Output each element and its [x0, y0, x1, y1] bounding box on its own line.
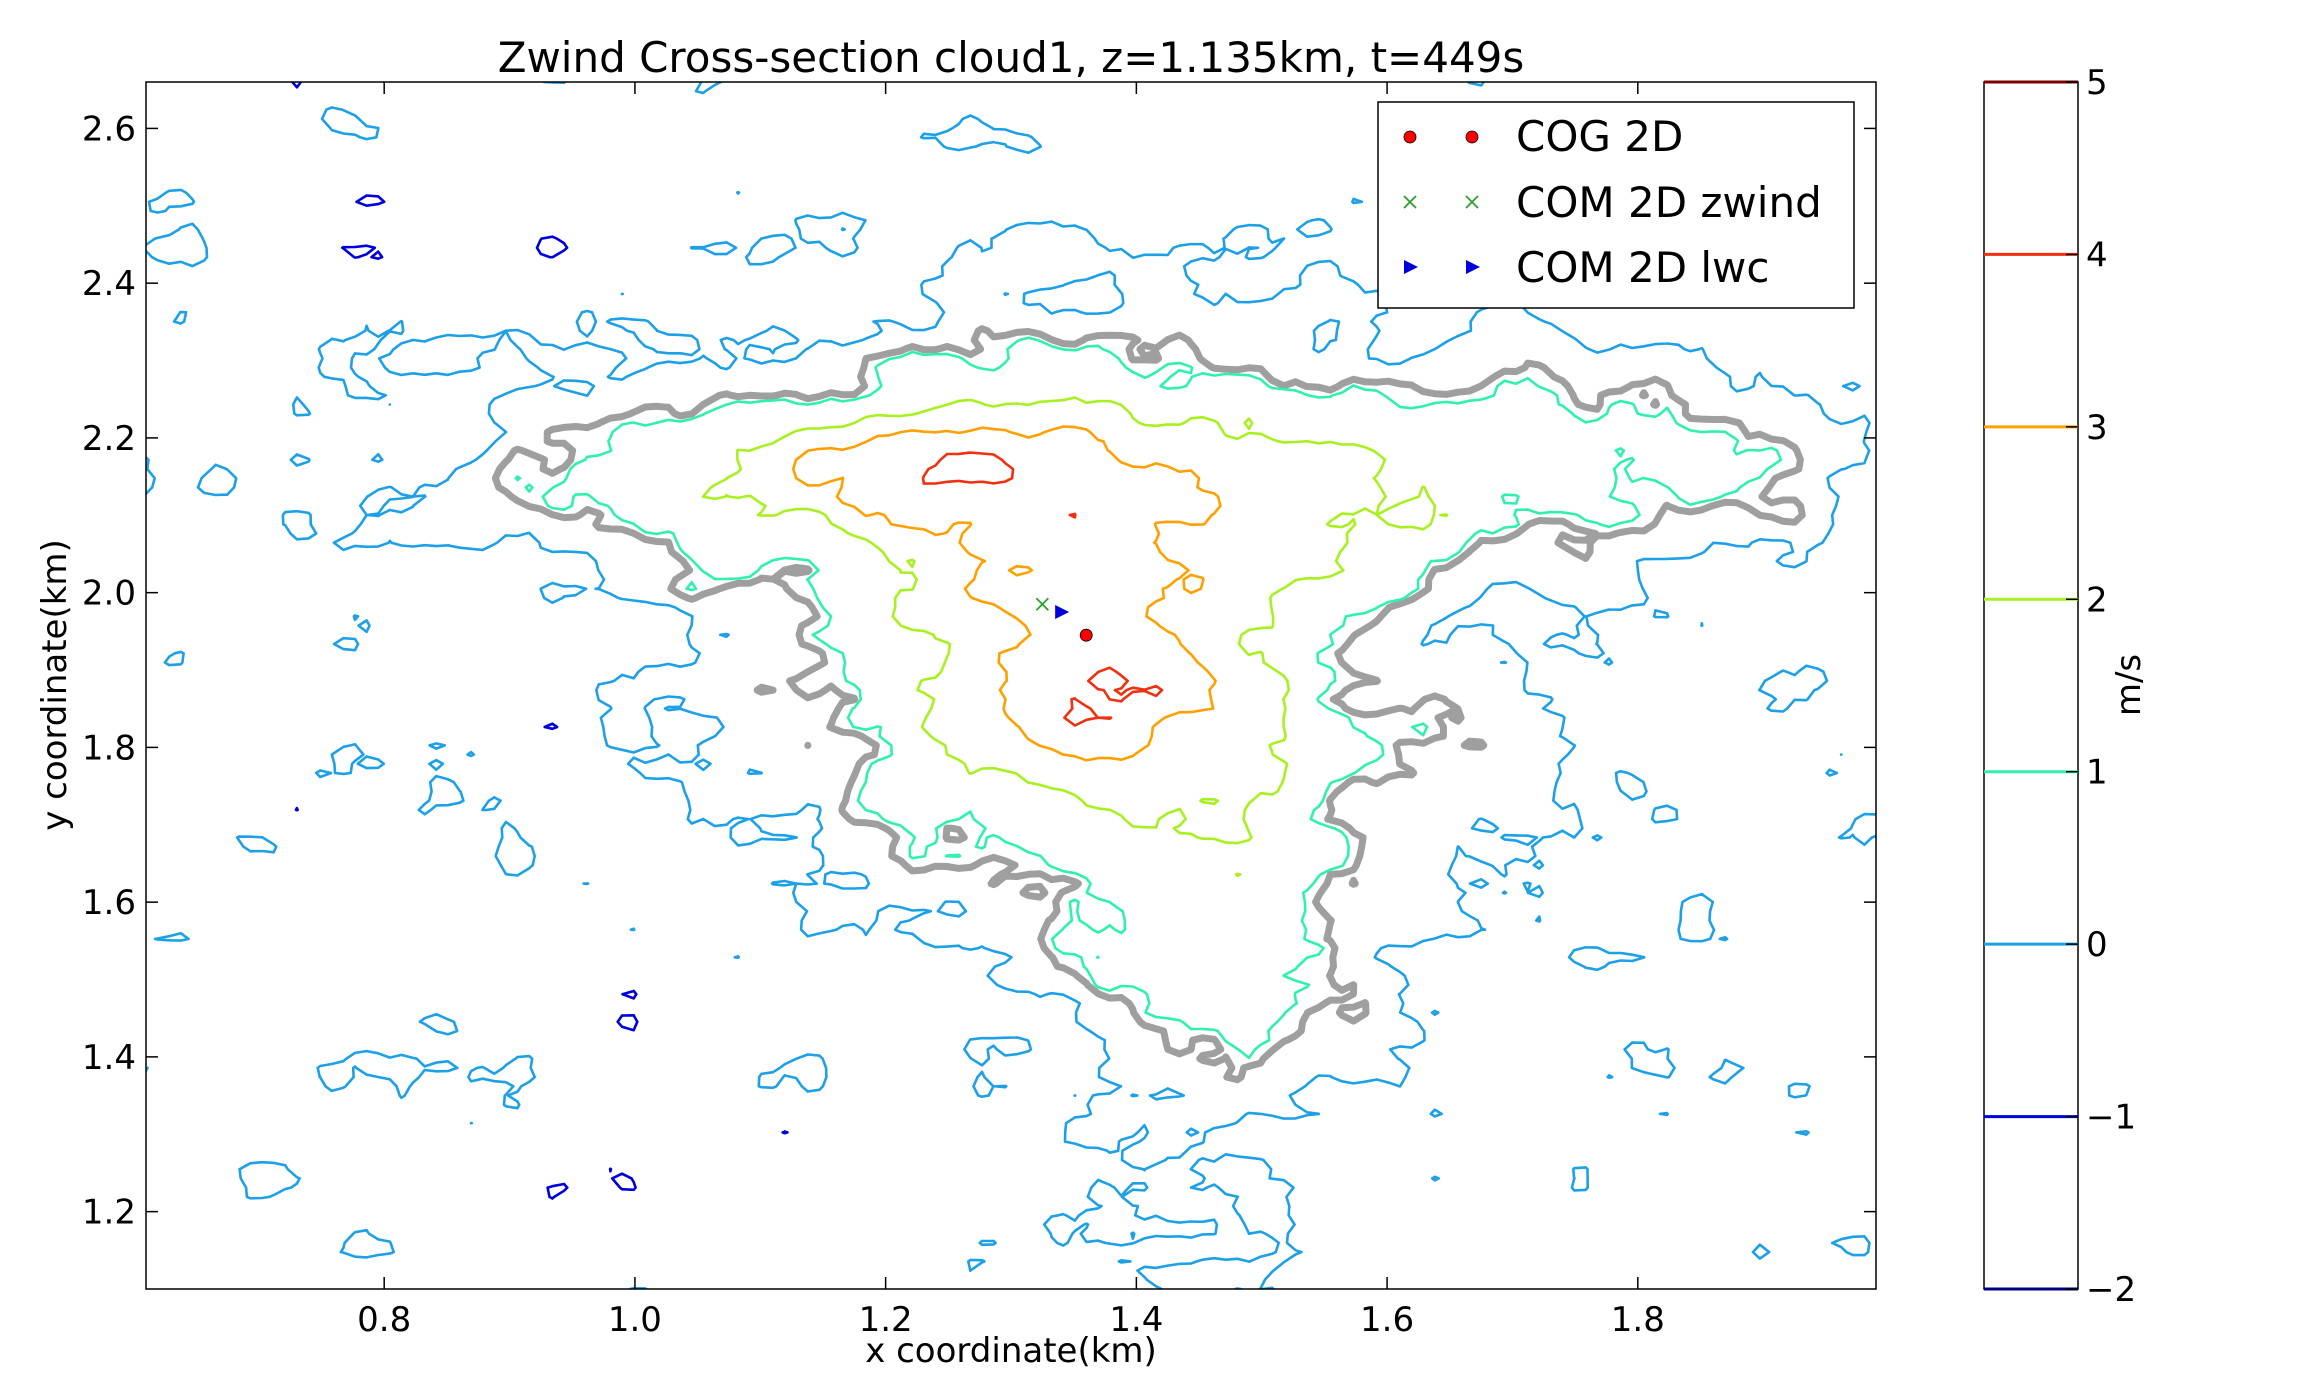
colorbar-tick-label: 0 — [2086, 925, 2108, 965]
y-tick-label: 1.4 — [82, 1038, 136, 1078]
y-tick-label: 1.6 — [82, 883, 136, 923]
y-tick-label: 2.2 — [82, 419, 136, 459]
y-tick-label: 2.6 — [82, 109, 136, 149]
x-tick-label: 0.8 — [357, 1300, 411, 1340]
colorbar-tick-label: 3 — [2086, 408, 2108, 448]
colorbar-tick-label: −1 — [2086, 1098, 2136, 1138]
colorbar: −2 −1 0 1 2 3 4 5 m/s — [1984, 63, 2149, 1310]
x-tick-label: 1.0 — [608, 1300, 662, 1340]
legend-marker-0-a — [1404, 131, 1416, 143]
colorbar-tick-label: 5 — [2086, 63, 2108, 103]
colorbar-label: m/s — [2109, 654, 2149, 716]
colorbar-tick-label: 4 — [2086, 235, 2108, 275]
colorbar-frame — [1984, 82, 2078, 1289]
x-axis-label: x coordinate(km) — [865, 1331, 1157, 1371]
marker-cog-2d — [1080, 629, 1092, 641]
y-tick-label: 1.2 — [82, 1193, 136, 1233]
legend-label-cog: COG 2D — [1516, 112, 1683, 161]
legend-label-com-zwind: COM 2D zwind — [1516, 178, 1822, 227]
legend-marker-0-b — [1466, 131, 1478, 143]
chart-title: Zwind Cross-section cloud1, z=1.135km, t… — [498, 33, 1525, 82]
legend: COG 2D COM 2D zwind COM 2D lwc — [1378, 102, 1854, 308]
x-tick-label: 1.6 — [1360, 1300, 1414, 1340]
colorbar-tick-label: 1 — [2086, 753, 2108, 793]
x-tick-label: 1.8 — [1611, 1300, 1665, 1340]
legend-label-com-lwc: COM 2D lwc — [1516, 243, 1770, 292]
y-tick-label: 2.4 — [82, 264, 136, 304]
y-tick-label: 1.8 — [82, 728, 136, 768]
y-tick-label: 2.0 — [82, 574, 136, 614]
y-axis-label: y coordinate(km) — [35, 539, 75, 831]
colorbar-tick-label: 2 — [2086, 580, 2108, 620]
colorbar-tick-label: −2 — [2086, 1270, 2136, 1310]
